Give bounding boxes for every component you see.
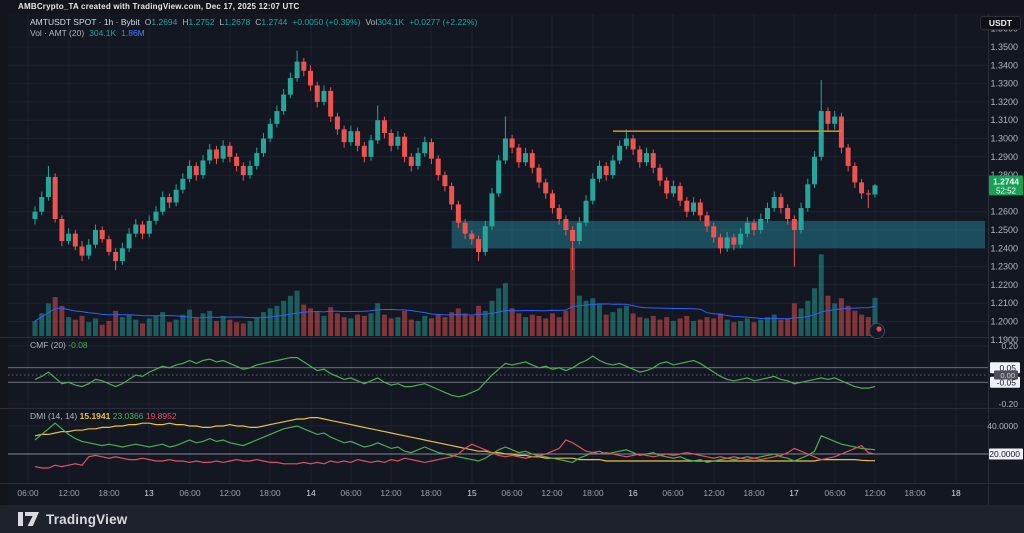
- chart-legend: AMTUSDT SPOT · 1h · Bybit O1.2694 H1.275…: [30, 17, 477, 39]
- volume-ma-value: 1.86M: [121, 28, 145, 38]
- open-label: O: [144, 17, 152, 27]
- footer-bar: TradingView: [0, 505, 1024, 533]
- svg-text:06:00: 06:00: [17, 488, 39, 498]
- svg-text:1.2800: 1.2800: [990, 170, 1018, 180]
- high-value: 1.2752: [188, 17, 215, 27]
- dmi-plus-di-value: 23.0366: [112, 411, 144, 421]
- svg-text:1.2000: 1.2000: [990, 317, 1018, 327]
- svg-text:18:00: 18:00: [582, 488, 604, 498]
- svg-text:1.2200: 1.2200: [990, 280, 1018, 290]
- vol-change-value: +0.0277 (+2.22%): [409, 17, 478, 27]
- svg-text:12:00: 12:00: [703, 488, 725, 498]
- svg-text:13: 13: [144, 488, 154, 498]
- cmf-pane-title: CMF (20) -0.08: [30, 340, 88, 350]
- vol-value: 304.1K: [377, 17, 405, 27]
- legend-row-volume-indicator: Vol · AMT (20) 304.1K 1.86M: [30, 28, 477, 39]
- symbol-title[interactable]: AMTUSDT SPOT · 1h · Bybit: [30, 17, 140, 27]
- svg-text:1.3000: 1.3000: [990, 134, 1018, 144]
- legend-row-main: AMTUSDT SPOT · 1h · Bybit O1.2694 H1.275…: [30, 17, 477, 28]
- high-label: H: [182, 17, 189, 27]
- svg-text:12:00: 12:00: [864, 488, 886, 498]
- dmi-adx-value: 15.1941: [79, 411, 111, 421]
- svg-text:0.20: 0.20: [1001, 341, 1018, 351]
- cmf-value: -0.08: [68, 340, 88, 350]
- svg-text:12:00: 12:00: [380, 488, 402, 498]
- svg-text:16: 16: [628, 488, 638, 498]
- svg-text:12:00: 12:00: [58, 488, 80, 498]
- low-value: 1.2678: [224, 17, 251, 27]
- cmf-title[interactable]: CMF (20): [30, 340, 66, 350]
- svg-text:1.3100: 1.3100: [990, 115, 1018, 125]
- svg-text:18: 18: [951, 488, 961, 498]
- dmi-pane-title: DMI (14, 14) 15.1941 23.0366 19.8952: [30, 411, 177, 421]
- svg-text:1.2900: 1.2900: [990, 152, 1018, 162]
- svg-text:1.2300: 1.2300: [990, 262, 1018, 272]
- svg-text:0.00: 0.00: [1000, 371, 1015, 380]
- currency-toggle-button[interactable]: USDT: [979, 16, 1021, 30]
- close-value: 1.2744: [261, 17, 288, 27]
- svg-text:1.2400: 1.2400: [990, 243, 1018, 253]
- tradingview-logo-icon: [18, 512, 39, 526]
- svg-text:12:00: 12:00: [541, 488, 563, 498]
- svg-text:40.0000: 40.0000: [987, 421, 1018, 431]
- close-label: C: [255, 17, 262, 27]
- svg-text:18:00: 18:00: [420, 488, 442, 498]
- svg-text:0.05: 0.05: [999, 363, 1016, 373]
- svg-text:1.2600: 1.2600: [990, 207, 1018, 217]
- svg-text:1.2100: 1.2100: [990, 298, 1018, 308]
- svg-text:12:00: 12:00: [219, 488, 241, 498]
- svg-text:-0.05: -0.05: [997, 377, 1017, 387]
- svg-text:18:00: 18:00: [904, 488, 926, 498]
- svg-text:1.3400: 1.3400: [990, 60, 1018, 70]
- svg-text:17: 17: [789, 488, 799, 498]
- svg-text:06:00: 06:00: [340, 488, 362, 498]
- svg-text:06:00: 06:00: [662, 488, 684, 498]
- watermark-header: AMBCrypto_TA created with TradingView.co…: [18, 2, 300, 11]
- svg-text:18:00: 18:00: [743, 488, 765, 498]
- svg-text:18:00: 18:00: [259, 488, 281, 498]
- svg-text:1.2500: 1.2500: [990, 225, 1018, 235]
- svg-text:15: 15: [467, 488, 477, 498]
- open-value: 1.2694: [151, 17, 178, 27]
- dmi-minus-di-value: 19.8952: [145, 411, 177, 421]
- low-label: L: [219, 17, 225, 27]
- svg-text:1.3500: 1.3500: [990, 42, 1018, 52]
- volume-indicator-title[interactable]: Vol · AMT (20): [30, 28, 85, 38]
- svg-text:1.2744: 1.2744: [993, 176, 1019, 186]
- change-value: +0.0050 (+0.39%): [292, 17, 361, 27]
- svg-text:18:00: 18:00: [98, 488, 120, 498]
- drawing-tool-icon[interactable]: [869, 323, 885, 339]
- svg-text:14: 14: [306, 488, 316, 498]
- svg-text:1.1900: 1.1900: [990, 335, 1018, 345]
- svg-text:-0.20: -0.20: [999, 399, 1019, 409]
- svg-text:52:52: 52:52: [996, 186, 1017, 195]
- svg-text:06:00: 06:00: [824, 488, 846, 498]
- dmi-title[interactable]: DMI (14, 14): [30, 411, 78, 421]
- volume-indicator-value: 304.1K: [89, 28, 117, 38]
- svg-text:06:00: 06:00: [179, 488, 201, 498]
- svg-text:06:00: 06:00: [501, 488, 523, 498]
- brand-name: TradingView: [46, 511, 128, 527]
- svg-text:1.3200: 1.3200: [990, 97, 1018, 107]
- svg-text:20.0000: 20.0000: [989, 449, 1020, 459]
- vol-label: Vol: [365, 17, 378, 27]
- svg-text:1.3300: 1.3300: [990, 79, 1018, 89]
